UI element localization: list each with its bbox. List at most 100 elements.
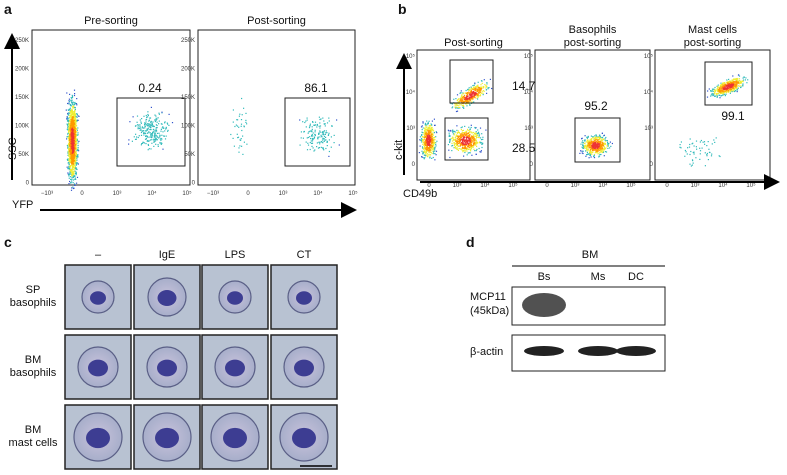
event-dot xyxy=(328,156,329,157)
event-dot xyxy=(70,128,71,129)
nucleus xyxy=(292,428,316,448)
event-dot xyxy=(74,110,75,111)
event-dot xyxy=(432,135,433,136)
event-dot xyxy=(154,132,155,133)
event-dot xyxy=(710,96,711,97)
plot-title: Post-sorting xyxy=(247,15,306,27)
event-dot xyxy=(462,105,463,106)
event-dot xyxy=(430,139,431,140)
event-dot xyxy=(73,164,74,165)
event-dot xyxy=(78,163,79,164)
event-dot xyxy=(157,139,158,140)
event-dot xyxy=(69,139,70,140)
event-dot xyxy=(588,141,589,142)
event-dot xyxy=(466,96,467,97)
event-dot xyxy=(318,133,319,134)
event-dot xyxy=(71,102,72,103)
event-dot xyxy=(585,135,586,136)
event-dot xyxy=(706,154,707,155)
event-dot xyxy=(456,144,457,145)
event-dot xyxy=(238,137,239,138)
event-dot xyxy=(696,141,697,142)
event-dot xyxy=(73,102,74,103)
event-dot xyxy=(461,143,462,144)
event-dot xyxy=(457,138,458,139)
event-dot xyxy=(464,97,465,98)
event-dot xyxy=(468,136,469,137)
event-dot xyxy=(233,109,234,110)
event-dot xyxy=(459,132,460,133)
event-dot xyxy=(605,151,606,152)
event-dot xyxy=(713,89,714,90)
event-dot xyxy=(452,137,453,138)
event-dot xyxy=(71,112,72,113)
event-dot xyxy=(332,126,333,127)
event-dot xyxy=(431,128,432,129)
event-dot xyxy=(461,127,462,128)
event-dot xyxy=(470,149,471,150)
event-dot xyxy=(713,95,714,96)
event-dot xyxy=(74,123,75,124)
event-dot xyxy=(69,158,70,159)
event-dot xyxy=(476,95,477,96)
event-dot xyxy=(72,146,73,147)
event-dot xyxy=(471,148,472,149)
y-tick-label: 0 xyxy=(26,181,30,187)
event-dot xyxy=(472,98,473,99)
event-dot xyxy=(449,135,450,136)
event-dot xyxy=(423,139,424,140)
event-dot xyxy=(455,146,456,147)
event-dot xyxy=(73,153,74,154)
event-dot xyxy=(306,126,307,127)
event-dot xyxy=(313,147,314,148)
event-dot xyxy=(71,156,72,157)
event-dot xyxy=(67,126,68,127)
event-dot xyxy=(166,136,167,137)
event-dot xyxy=(466,143,467,144)
event-dot xyxy=(422,144,423,145)
event-dot xyxy=(71,150,72,151)
y-tick-label: 10⁴ xyxy=(644,89,654,96)
event-dot xyxy=(472,85,473,86)
event-dot xyxy=(477,98,478,99)
event-dot xyxy=(308,131,309,132)
event-dot xyxy=(464,95,465,96)
event-dot xyxy=(69,174,70,175)
event-dot xyxy=(153,131,154,132)
gate-value: 86.1 xyxy=(304,81,328,95)
event-dot xyxy=(74,127,75,128)
event-dot xyxy=(602,142,603,143)
event-dot xyxy=(469,105,470,106)
event-dot xyxy=(72,172,73,173)
event-dot xyxy=(580,150,581,151)
event-dot xyxy=(474,139,475,140)
event-dot xyxy=(471,91,472,92)
event-dot xyxy=(458,105,459,106)
event-dot xyxy=(724,92,725,93)
event-dot xyxy=(463,93,464,94)
event-dot xyxy=(486,93,487,94)
event-dot xyxy=(434,142,435,143)
event-dot xyxy=(468,144,469,145)
event-dot xyxy=(724,82,725,83)
event-dot xyxy=(147,129,148,130)
event-dot xyxy=(689,164,690,165)
event-dot xyxy=(154,137,155,138)
event-dot xyxy=(603,151,604,152)
event-dot xyxy=(430,146,431,147)
event-dot xyxy=(721,90,722,91)
event-dot xyxy=(477,142,478,143)
event-dot xyxy=(75,107,76,108)
y-tick-label: 0 xyxy=(650,162,654,168)
event-dot xyxy=(467,148,468,149)
event-dot xyxy=(602,137,603,138)
event-dot xyxy=(479,135,480,136)
y-tick-label: 0 xyxy=(192,181,196,187)
event-dot xyxy=(582,140,583,141)
event-dot xyxy=(605,143,606,144)
event-dot xyxy=(155,140,156,141)
x-tick-label: 10⁵ xyxy=(348,190,358,197)
event-dot xyxy=(77,177,78,178)
event-dot xyxy=(71,169,72,170)
event-dot xyxy=(69,99,70,100)
